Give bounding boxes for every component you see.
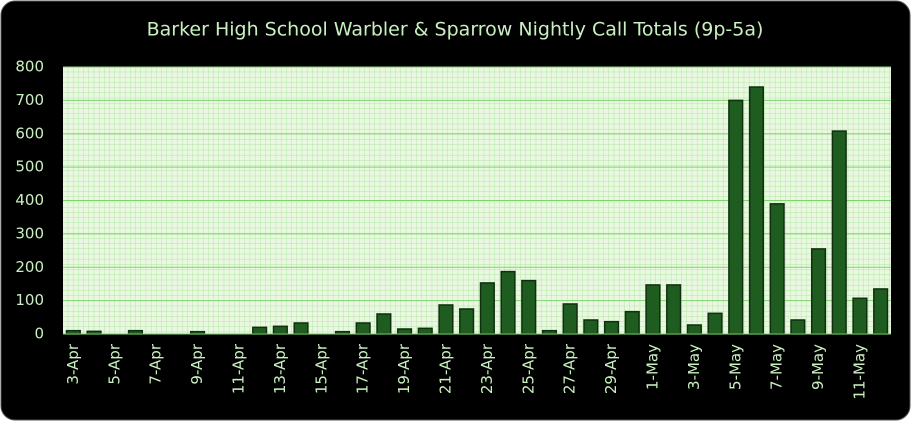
bar	[707, 312, 723, 335]
y-tick-label: 300	[15, 224, 44, 242]
bar	[562, 303, 578, 335]
chart-title: Barker High School Warbler & Sparrow Nig…	[147, 19, 764, 41]
x-tick-label: 9-May	[809, 344, 827, 390]
bar	[748, 86, 765, 335]
x-tick-label: 29-Apr	[602, 343, 620, 394]
x-tick-label: 25-Apr	[519, 343, 537, 394]
bar	[728, 99, 744, 335]
x-tick-label: 13-Apr	[271, 343, 289, 394]
bar	[376, 313, 392, 335]
bar	[583, 319, 599, 335]
bar	[831, 130, 847, 335]
bar	[355, 322, 371, 335]
x-tick-label: 11-May	[850, 344, 868, 400]
x-tick-label: 5-Apr	[105, 343, 123, 384]
y-tick-label: 100	[15, 291, 44, 309]
bar	[65, 329, 81, 335]
y-tick-label: 400	[15, 191, 44, 209]
bar	[624, 310, 640, 335]
y-tick-label: 800	[15, 58, 44, 76]
x-tick-label: 3-May	[685, 344, 703, 390]
bar	[417, 327, 433, 335]
bar	[252, 326, 268, 335]
y-tick-label: 700	[15, 91, 44, 109]
bar	[686, 324, 702, 335]
x-tick-label: 3-Apr	[64, 343, 82, 384]
x-tick-label: 7-Apr	[147, 343, 165, 384]
bar	[521, 279, 537, 335]
x-tick-label: 19-Apr	[395, 343, 413, 394]
bar	[645, 284, 661, 335]
y-tick-label: 0	[34, 325, 44, 343]
bar	[459, 308, 475, 335]
x-tick-label: 7-May	[768, 344, 786, 390]
bar	[438, 304, 454, 335]
y-tick-label: 600	[15, 124, 44, 142]
x-tick-label: 15-Apr	[312, 343, 330, 394]
x-tick-label: 17-Apr	[354, 343, 372, 394]
bar	[541, 329, 558, 335]
bar	[127, 329, 144, 335]
bar	[479, 282, 495, 335]
bar	[810, 248, 827, 335]
bar	[603, 320, 620, 335]
x-tick-label: 23-Apr	[478, 343, 496, 394]
x-tick-label: 21-Apr	[436, 343, 454, 394]
bar	[272, 325, 288, 335]
bar	[500, 270, 516, 335]
bar	[852, 297, 868, 335]
bar	[666, 284, 682, 335]
x-tick-label: 27-Apr	[561, 343, 579, 394]
y-tick-label: 200	[15, 258, 44, 276]
x-tick-label: 9-Apr	[188, 343, 206, 384]
x-tick-label: 1-May	[643, 344, 661, 390]
bar	[293, 322, 309, 335]
bar	[790, 319, 806, 335]
y-tick-label: 500	[15, 158, 44, 176]
bar	[769, 203, 785, 335]
x-tick-label: 11-Apr	[229, 343, 247, 394]
bar	[396, 328, 413, 335]
x-tick-label: 5-May	[726, 344, 744, 390]
bar	[873, 288, 889, 335]
